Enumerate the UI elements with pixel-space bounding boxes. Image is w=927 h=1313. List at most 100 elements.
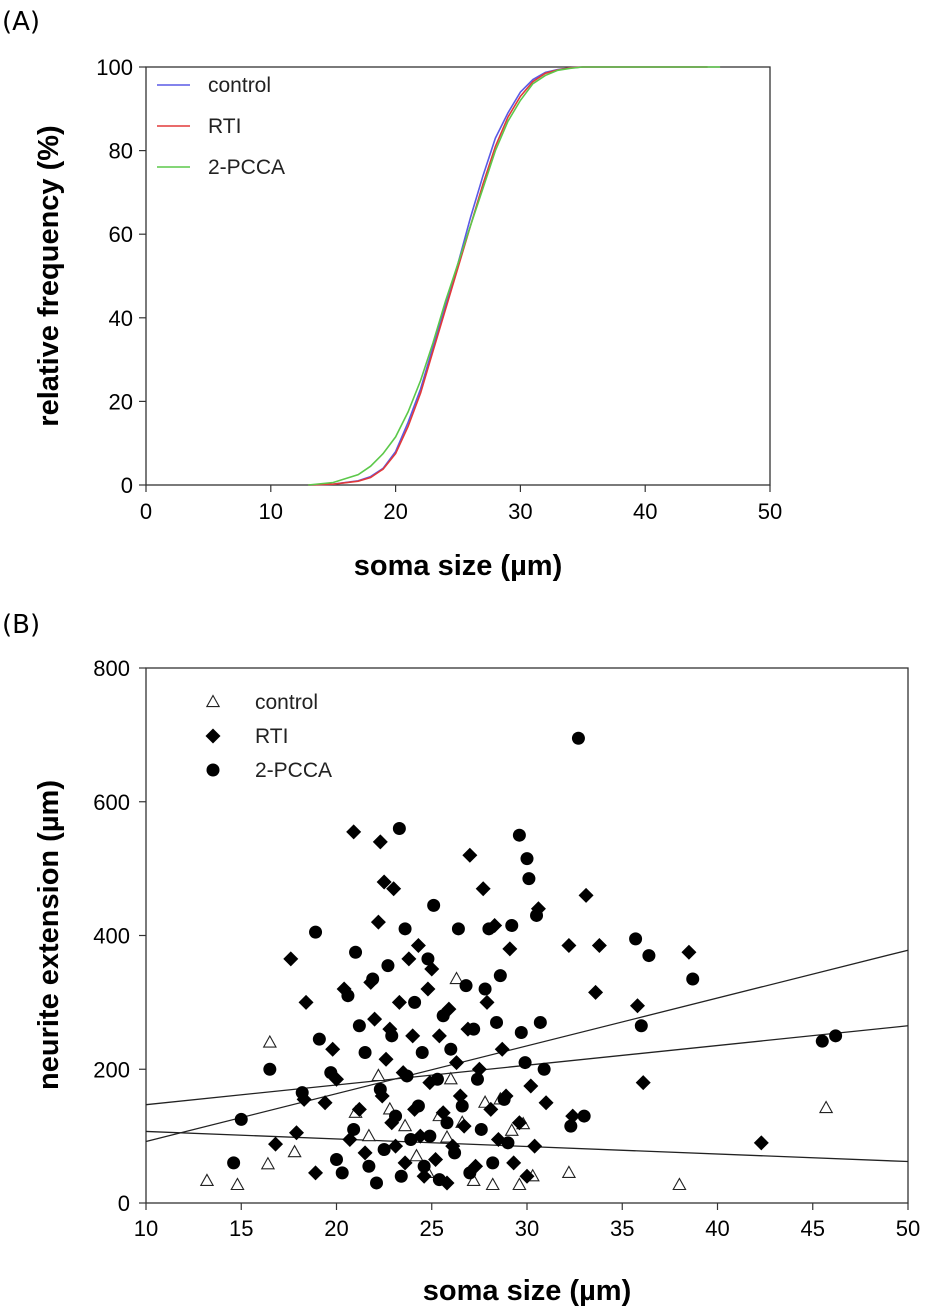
- data-point-rti: [308, 1165, 324, 1181]
- legend-label: RTI: [208, 115, 241, 138]
- data-point-2-pcca: [227, 1156, 241, 1170]
- data-point-rti: [629, 998, 645, 1014]
- data-point-2-pcca: [518, 1056, 532, 1070]
- data-point-rti: [388, 1138, 404, 1154]
- y-tick-label: 80: [109, 139, 133, 164]
- data-point-2-pcca: [829, 1029, 843, 1043]
- plot-frame: [145, 66, 771, 486]
- data-point-rti: [527, 1138, 543, 1154]
- data-point-2-pcca: [415, 1046, 429, 1060]
- y-tick-label: 20: [109, 389, 133, 414]
- x-tick-label: 20: [324, 1216, 348, 1241]
- data-point-2-pcca: [389, 1109, 403, 1123]
- x-tick-label: 40: [633, 499, 657, 524]
- chart-a-axes: 0 10 20 30 40 50 0 20 40 60 80 100: [96, 55, 782, 524]
- data-point-2-pcca: [423, 1129, 437, 1143]
- data-point-rti: [372, 834, 388, 850]
- data-point-rti: [376, 874, 392, 890]
- data-point-2-pcca: [459, 979, 473, 993]
- legend-label: 2-PCCA: [255, 759, 332, 782]
- data-point-control: [485, 1177, 500, 1191]
- data-point-control: [818, 1100, 834, 1114]
- data-point-2-pcca: [629, 932, 643, 946]
- data-point-2-pcca: [501, 1136, 515, 1150]
- data-point-2-pcca: [522, 872, 536, 886]
- data-point-2-pcca: [352, 1019, 366, 1033]
- data-point-rti: [431, 1028, 447, 1044]
- data-point-control: [409, 1148, 424, 1162]
- y-tick-label: 400: [93, 924, 130, 949]
- data-point-rti: [317, 1095, 333, 1111]
- data-point-control: [672, 1177, 687, 1191]
- data-point-rti: [523, 1078, 539, 1094]
- data-point-control: [287, 1144, 302, 1158]
- x-tick-label: 35: [610, 1216, 634, 1241]
- data-point-2-pcca: [444, 1042, 458, 1056]
- data-point-2-pcca: [408, 995, 422, 1009]
- data-point-2-pcca: [349, 945, 363, 959]
- data-point-rti: [506, 1155, 522, 1171]
- data-point-2-pcca: [206, 763, 220, 777]
- data-point-rti: [416, 1168, 432, 1184]
- data-point-rti: [519, 1168, 535, 1184]
- x-tick-label: 25: [420, 1216, 444, 1241]
- series-line-control: [308, 66, 708, 486]
- data-point-2-pcca: [482, 922, 496, 936]
- data-point-rti: [401, 951, 417, 967]
- y-tick-label: 0: [118, 1191, 130, 1216]
- chart-b-legend: control RTI 2-PCCA: [205, 691, 332, 782]
- data-point-control: [449, 971, 464, 985]
- data-point-control: [230, 1177, 245, 1191]
- data-point-rti: [635, 1075, 651, 1091]
- data-point-2-pcca: [440, 1116, 454, 1130]
- chart-a-x-axis-title: soma size (µm): [354, 550, 563, 582]
- chart-b-axes: 10 15 20 25 30 35 40 45 50 0 200 400 600 800: [93, 656, 920, 1241]
- data-point-rti: [565, 1108, 581, 1124]
- chart-b: (B) 10 15 20 25 30 35 40 45 50 0 200 400 600 800 cont…: [2, 610, 920, 1307]
- chart-a-series: [308, 66, 721, 486]
- data-point-control: [504, 1123, 519, 1136]
- x-tick-label: 15: [229, 1216, 253, 1241]
- data-point-rti: [494, 1041, 510, 1057]
- data-point-2-pcca: [564, 1119, 578, 1133]
- chart-b-x-axis-title: soma size (µm): [423, 1275, 632, 1307]
- x-tick-label: 0: [140, 499, 152, 524]
- data-point-rti: [588, 984, 604, 1000]
- data-point-control: [443, 1071, 458, 1085]
- chart-b-y-axis-title: neurite extension (µm): [33, 780, 65, 1090]
- data-point-rti: [681, 944, 697, 960]
- data-point-rti: [420, 981, 436, 997]
- data-point-2-pcca: [530, 908, 544, 922]
- data-point-2-pcca: [642, 949, 656, 963]
- y-tick-label: 100: [96, 55, 133, 80]
- data-point-2-pcca: [432, 1173, 446, 1187]
- data-point-2-pcca: [392, 822, 406, 835]
- y-tick-label: 60: [109, 222, 133, 247]
- data-point-control: [512, 1177, 527, 1191]
- x-tick-label: 45: [801, 1216, 825, 1241]
- data-point-control: [371, 1068, 386, 1082]
- x-tick-label: 40: [705, 1216, 729, 1241]
- data-point-control: [260, 1156, 276, 1170]
- data-point-control: [361, 1128, 376, 1142]
- data-point-2-pcca: [335, 1166, 349, 1180]
- y-tick-label: 0: [121, 473, 133, 498]
- x-tick-label: 10: [259, 499, 283, 524]
- data-point-2-pcca: [463, 1166, 477, 1180]
- data-point-rti: [479, 994, 495, 1010]
- data-point-rti: [475, 881, 491, 897]
- data-point-2-pcca: [370, 1176, 384, 1190]
- data-point-2-pcca: [815, 1034, 829, 1048]
- data-point-rti: [449, 1055, 465, 1071]
- plot-frame: [145, 667, 909, 1204]
- data-point-2-pcca: [486, 1156, 500, 1170]
- data-point-rti: [397, 1155, 413, 1171]
- data-point-2-pcca: [455, 1099, 469, 1113]
- chart-a: (A) 0 10 20 30 40 50 0 20 40 60 80 100 control RTI 2-…: [2, 7, 782, 582]
- data-point-2-pcca: [427, 898, 441, 912]
- chart-a-legend: control RTI 2-PCCA: [157, 74, 285, 179]
- y-tick-label: 200: [93, 1057, 130, 1082]
- data-point-rti: [561, 938, 577, 954]
- legend-label: control: [255, 691, 318, 714]
- data-point-2-pcca: [537, 1062, 551, 1076]
